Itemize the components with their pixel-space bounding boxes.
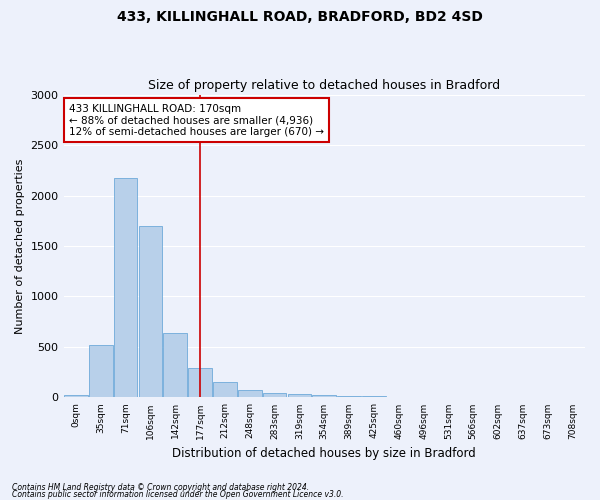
Text: 433 KILLINGHALL ROAD: 170sqm
← 88% of detached houses are smaller (4,936)
12% of: 433 KILLINGHALL ROAD: 170sqm ← 88% of de… (69, 104, 324, 137)
Bar (64, 395, 88, 398)
Bar (89, 345, 113, 398)
Y-axis label: Number of detached properties: Number of detached properties (15, 158, 25, 334)
Text: Contains HM Land Registry data © Crown copyright and database right 2024.: Contains HM Land Registry data © Crown c… (12, 484, 309, 492)
Bar (412, 397, 436, 398)
Text: Contains public sector information licensed under the Open Government Licence v3: Contains public sector information licen… (12, 490, 343, 499)
Bar (313, 396, 336, 398)
Text: 433, KILLINGHALL ROAD, BRADFORD, BD2 4SD: 433, KILLINGHALL ROAD, BRADFORD, BD2 4SD (117, 10, 483, 24)
Bar (287, 394, 311, 398)
Title: Size of property relative to detached houses in Bradford: Size of property relative to detached ho… (148, 79, 500, 92)
Bar (387, 397, 410, 398)
Bar (139, 226, 162, 398)
Bar (238, 390, 262, 398)
X-axis label: Distribution of detached houses by size in Bradford: Distribution of detached houses by size … (172, 447, 476, 460)
Bar (362, 396, 386, 398)
Bar (213, 382, 237, 398)
Bar (163, 333, 187, 398)
Bar (263, 394, 286, 398)
Bar (114, 178, 137, 398)
Bar (337, 396, 361, 398)
Bar (188, 368, 212, 398)
